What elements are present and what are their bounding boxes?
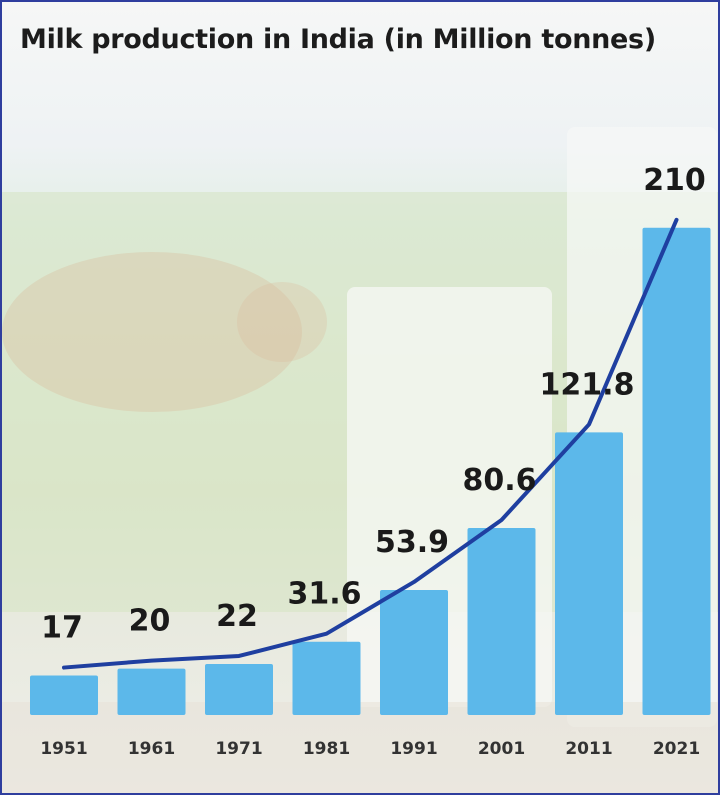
x-tick-label-2011: 2011 — [565, 739, 612, 759]
value-label-2021: 210 — [643, 163, 706, 198]
x-tick-label-1961: 1961 — [128, 739, 175, 759]
value-label-2001: 80.6 — [462, 463, 536, 498]
bar-2001 — [467, 528, 536, 715]
chart-title: Milk production in India (in Million ton… — [20, 24, 656, 55]
value-label-2011: 121.8 — [540, 367, 635, 402]
bar-1981 — [292, 641, 361, 715]
bar-2021 — [642, 227, 711, 716]
value-label-1971: 22 — [216, 599, 258, 634]
value-label-1961: 20 — [129, 604, 171, 639]
value-label-1981: 31.6 — [287, 577, 361, 612]
value-label-1991: 53.9 — [375, 525, 449, 560]
bar-1991 — [380, 589, 448, 715]
x-tick-label-1981: 1981 — [303, 739, 350, 759]
value-label-1951: 17 — [41, 611, 83, 646]
x-tick-label-1951: 1951 — [40, 739, 87, 759]
bar-2011 — [555, 432, 623, 715]
x-tick-label-1971: 1971 — [215, 739, 262, 759]
bar-1951 — [30, 675, 98, 715]
x-tick-label-2001: 2001 — [478, 739, 525, 759]
bar-1971 — [205, 663, 273, 715]
x-tick-label-1991: 1991 — [390, 739, 437, 759]
trend-line — [62, 217, 679, 670]
bar-1961 — [117, 668, 186, 715]
x-tick-label-2021: 2021 — [653, 739, 700, 759]
